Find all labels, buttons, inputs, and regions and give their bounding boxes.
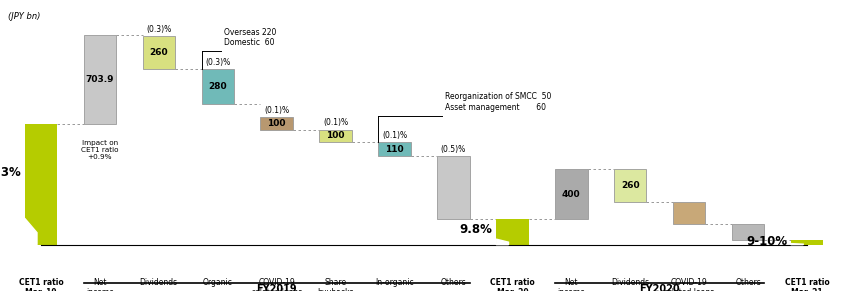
Text: (0.1)%: (0.1)% — [382, 131, 407, 140]
Bar — [260, 117, 293, 129]
Bar — [496, 219, 528, 245]
Bar — [320, 129, 352, 142]
Text: CET1 ratio
Mar. 21: CET1 ratio Mar. 21 — [784, 278, 829, 291]
Bar — [84, 36, 116, 125]
Bar — [378, 142, 410, 156]
Bar — [142, 36, 175, 69]
Text: In-organic: In-organic — [375, 278, 414, 287]
Text: COVID-19
related loans: COVID-19 related loans — [664, 278, 714, 291]
Text: 260: 260 — [149, 48, 168, 57]
Text: (0.3)%: (0.3)% — [205, 58, 231, 67]
Text: 10.3%: 10.3% — [0, 166, 21, 179]
Text: Others: Others — [441, 278, 466, 287]
Text: Reorganization of SMCC  50
Asset management       60: Reorganization of SMCC 50 Asset manageme… — [444, 93, 551, 112]
Text: Share
buybacks: Share buybacks — [317, 278, 354, 291]
Text: (0.3)%: (0.3)% — [146, 25, 171, 34]
Bar — [438, 156, 470, 219]
Polygon shape — [496, 239, 509, 245]
Text: FY2019: FY2019 — [256, 283, 297, 291]
Text: Impact on
CET1 ratio
+0.9%: Impact on CET1 ratio +0.9% — [81, 140, 119, 160]
Text: (0.5)%: (0.5)% — [441, 145, 466, 154]
Text: Net
income: Net income — [86, 278, 114, 291]
Bar — [732, 224, 764, 239]
Text: (0.1)%: (0.1)% — [323, 118, 349, 127]
Text: Net
income: Net income — [557, 278, 585, 291]
Text: Dividends: Dividends — [611, 278, 650, 287]
Text: 280: 280 — [209, 82, 227, 91]
Text: 260: 260 — [621, 181, 639, 190]
Text: Overseas 220
Domestic  60: Overseas 220 Domestic 60 — [224, 28, 276, 47]
Text: Dividends: Dividends — [140, 278, 178, 287]
Text: 100: 100 — [326, 131, 345, 140]
Text: 100: 100 — [267, 119, 286, 128]
Bar — [614, 169, 646, 202]
Text: CET1 ratio
Mar. 20: CET1 ratio Mar. 20 — [490, 278, 535, 291]
Text: 110: 110 — [385, 145, 404, 154]
Text: 9-10%: 9-10% — [746, 235, 787, 248]
Text: FY2020: FY2020 — [639, 283, 680, 291]
Text: 400: 400 — [562, 189, 581, 198]
Text: Organic: Organic — [203, 278, 232, 287]
Text: 9.8%: 9.8% — [460, 223, 493, 236]
Text: Others: Others — [735, 278, 761, 287]
Polygon shape — [25, 218, 37, 245]
Text: 703.9: 703.9 — [86, 75, 114, 84]
Bar — [25, 125, 57, 245]
Bar — [202, 69, 234, 104]
Bar — [673, 202, 706, 224]
Polygon shape — [791, 244, 803, 245]
Bar — [791, 239, 823, 245]
Text: (0.1)%: (0.1)% — [264, 106, 289, 115]
Text: COVID-19
related loans: COVID-19 related loans — [252, 278, 302, 291]
Bar — [555, 169, 588, 219]
Text: CET1 ratio
Mar. 19: CET1 ratio Mar. 19 — [19, 278, 64, 291]
Text: (JPY bn): (JPY bn) — [8, 12, 41, 21]
